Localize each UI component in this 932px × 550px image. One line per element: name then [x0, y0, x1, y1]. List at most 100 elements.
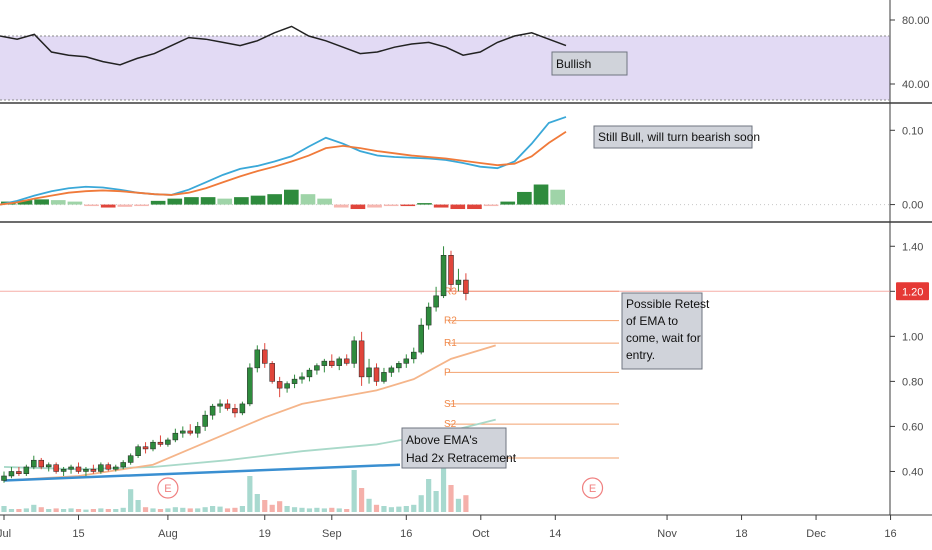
volume-bar	[351, 470, 357, 512]
retest-note[interactable]: Possible Retest of EMA to come, wait for…	[621, 292, 710, 370]
candle-body	[8, 471, 15, 477]
volume-bar	[306, 508, 313, 512]
candle-body	[150, 441, 156, 450]
volume-bar	[68, 508, 74, 512]
candle-body	[232, 408, 238, 414]
candle-body	[329, 360, 335, 366]
candle-body	[217, 403, 223, 407]
macd-histogram-bar	[150, 200, 166, 205]
candle-body	[1, 475, 7, 481]
candle	[232, 403, 238, 418]
trend-line	[3, 463, 401, 482]
candle	[403, 354, 410, 368]
candle-body	[90, 468, 97, 472]
candle-body	[23, 466, 30, 474]
candle	[463, 273, 469, 301]
candle	[68, 464, 74, 474]
candle-body	[165, 439, 171, 445]
volume-bar	[98, 508, 104, 512]
volume-bar	[38, 507, 44, 512]
candle	[418, 318, 424, 355]
rsi-line	[0, 25, 567, 66]
pivot-label: P	[444, 367, 451, 378]
macd-tick-label: 0.00	[902, 200, 923, 212]
candle	[343, 354, 350, 366]
macd-histogram-bar	[317, 198, 332, 205]
candle	[254, 345, 261, 373]
candle	[269, 361, 275, 384]
ema-fast-line	[3, 344, 496, 482]
candle-body	[254, 349, 261, 369]
rsi-tick-label: 40.00	[902, 79, 930, 91]
candle-body	[262, 349, 268, 364]
macd-histogram-bar	[333, 204, 349, 208]
candle	[23, 464, 30, 476]
candle-body	[180, 430, 186, 434]
volume-bar	[299, 507, 305, 512]
candle	[336, 356, 342, 371]
candle-body	[38, 459, 44, 468]
volume-bar	[277, 501, 283, 512]
candle	[262, 343, 268, 368]
candle	[1, 471, 7, 483]
rsi-note-text: Bullish	[556, 57, 591, 71]
macd-histogram-bar	[517, 191, 532, 205]
candle	[120, 460, 126, 470]
volume-bar	[120, 507, 126, 512]
price-tick-label: 0.60	[902, 421, 923, 433]
volume-bar	[463, 495, 469, 512]
candle-body	[314, 365, 320, 371]
volume-bar	[180, 507, 186, 512]
candle-body	[276, 381, 283, 389]
candle	[165, 437, 171, 447]
current-price-tag	[896, 282, 929, 301]
candle	[90, 464, 97, 474]
candle-body	[157, 441, 164, 445]
time-tick-label: Dec	[806, 528, 826, 540]
candle-body	[351, 340, 357, 364]
candle	[16, 466, 22, 476]
volume-bar	[433, 491, 439, 512]
volume-bar	[381, 506, 387, 512]
macd-tick-label: 0.10	[902, 125, 923, 137]
rsi-note[interactable]: Bullish	[551, 51, 628, 76]
candle	[411, 347, 417, 364]
candle	[53, 462, 59, 474]
candle-body	[448, 255, 454, 285]
macd-histogram-bar	[217, 198, 233, 205]
time-tick-label: Nov	[657, 528, 677, 540]
volume-bar	[373, 504, 380, 512]
candle	[194, 421, 201, 438]
macd-histogram-bar	[184, 197, 199, 205]
volume-bar	[448, 485, 454, 512]
candle	[187, 424, 193, 436]
time-tick-label: 16	[884, 528, 896, 540]
volume-bar	[269, 504, 275, 512]
candle	[217, 399, 223, 413]
earnings-label: E	[589, 483, 596, 495]
pivot-label: S1	[444, 399, 457, 410]
candle	[291, 374, 298, 389]
macd-histogram-bar	[417, 203, 432, 205]
rsi-tick-label: 80.00	[902, 15, 930, 27]
macd-note[interactable]: Still Bull, will turn bearish soon	[593, 125, 760, 149]
retest-note-line-3: come, wait for	[626, 331, 701, 345]
volume-bar	[344, 509, 350, 512]
candle	[172, 428, 179, 443]
candle	[381, 367, 387, 384]
retest-note-line-1: Possible Retest	[626, 297, 710, 311]
candle	[448, 250, 454, 292]
macd-histogram-bar	[67, 201, 83, 205]
candle	[396, 361, 402, 373]
candle	[455, 268, 462, 292]
macd-histogram-bar	[17, 200, 33, 205]
price-tick-label: 1.40	[902, 241, 923, 253]
price-tick-label: 0.80	[902, 376, 923, 388]
ema-note[interactable]: Above EMA's Had 2x Retracement	[401, 427, 517, 469]
candle	[135, 444, 141, 458]
candle-body	[396, 363, 402, 369]
volume-bar	[83, 509, 89, 512]
candle-body	[433, 295, 439, 308]
